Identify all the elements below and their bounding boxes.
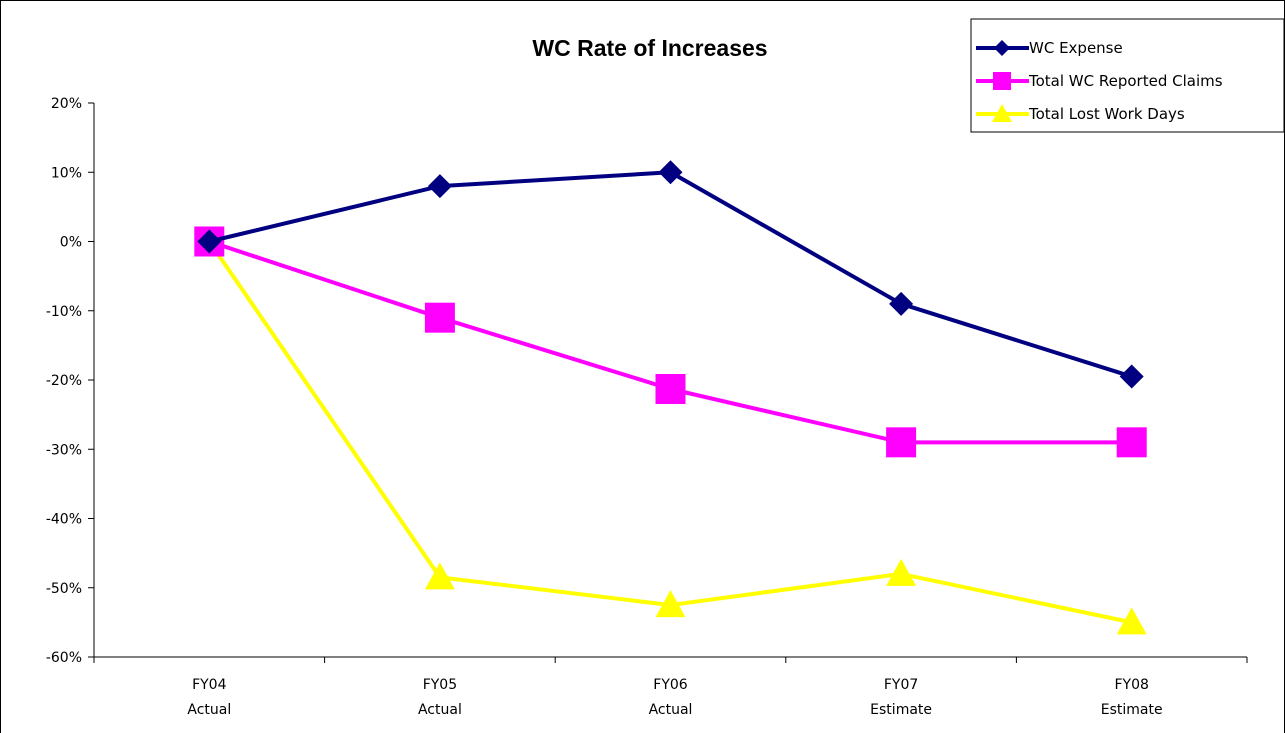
data-point-square	[424, 302, 455, 333]
legend-label: WC Expense	[1029, 39, 1123, 57]
y-tick-label: -50%	[46, 581, 82, 597]
data-point-square	[1116, 427, 1147, 458]
series-layer	[194, 160, 1147, 635]
x-tick-label: FY04	[192, 677, 227, 693]
legend-item: Total Lost Work Days	[976, 104, 1185, 123]
y-tick-label: -60%	[46, 650, 82, 666]
x-tick-label-sub: Estimate	[1101, 702, 1163, 718]
series-wc-expense	[197, 160, 1144, 389]
legend-label: Total Lost Work Days	[1028, 105, 1185, 123]
x-tick-label: FY08	[1114, 677, 1148, 693]
x-tick-label: FY07	[884, 677, 918, 693]
legend-swatch-diamond	[994, 40, 1010, 56]
data-point-diamond	[1119, 364, 1144, 389]
axes: 20% 10% 0% -10% -20% -30% -40% -50% -60% FY04 Actu…	[46, 96, 1248, 718]
legend-item: Total WC Reported Claims	[976, 72, 1223, 90]
data-point-diamond	[658, 160, 683, 185]
x-tick-label: FY05	[423, 677, 457, 693]
legend: WC Expense Total WC Reported Claims Total …	[970, 18, 1285, 133]
legend-item: WC Expense	[976, 39, 1123, 57]
y-tick-label: -30%	[46, 442, 82, 458]
legend-label: Total WC Reported Claims	[1028, 72, 1223, 90]
y-tick-label: -20%	[46, 373, 82, 389]
x-tick-label-sub: Actual	[649, 702, 693, 718]
data-point-triangle	[424, 562, 455, 590]
data-point-triangle	[1116, 607, 1147, 635]
x-tick-label-sub: Estimate	[870, 702, 932, 718]
y-tick-label: 10%	[51, 165, 82, 181]
y-tick-label: -10%	[46, 304, 82, 320]
y-tick-label: -40%	[46, 512, 82, 528]
data-point-square	[655, 374, 686, 405]
chart-title: WC Rate of Increases	[532, 35, 767, 61]
y-tick-label: 20%	[51, 96, 82, 112]
legend-swatch-square	[993, 72, 1011, 90]
legend-swatch-triangle	[992, 104, 1012, 122]
data-point-triangle	[655, 590, 686, 618]
data-point-diamond	[889, 291, 914, 316]
data-point-diamond	[427, 174, 452, 199]
y-tick-label: 0%	[60, 235, 82, 251]
data-point-square	[886, 427, 917, 458]
x-tick-label: FY06	[653, 677, 688, 693]
x-tick-label-sub: Actual	[418, 702, 462, 718]
data-point-diamond	[197, 229, 222, 254]
data-point-triangle	[886, 558, 917, 586]
x-tick-label-sub: Actual	[187, 702, 231, 718]
